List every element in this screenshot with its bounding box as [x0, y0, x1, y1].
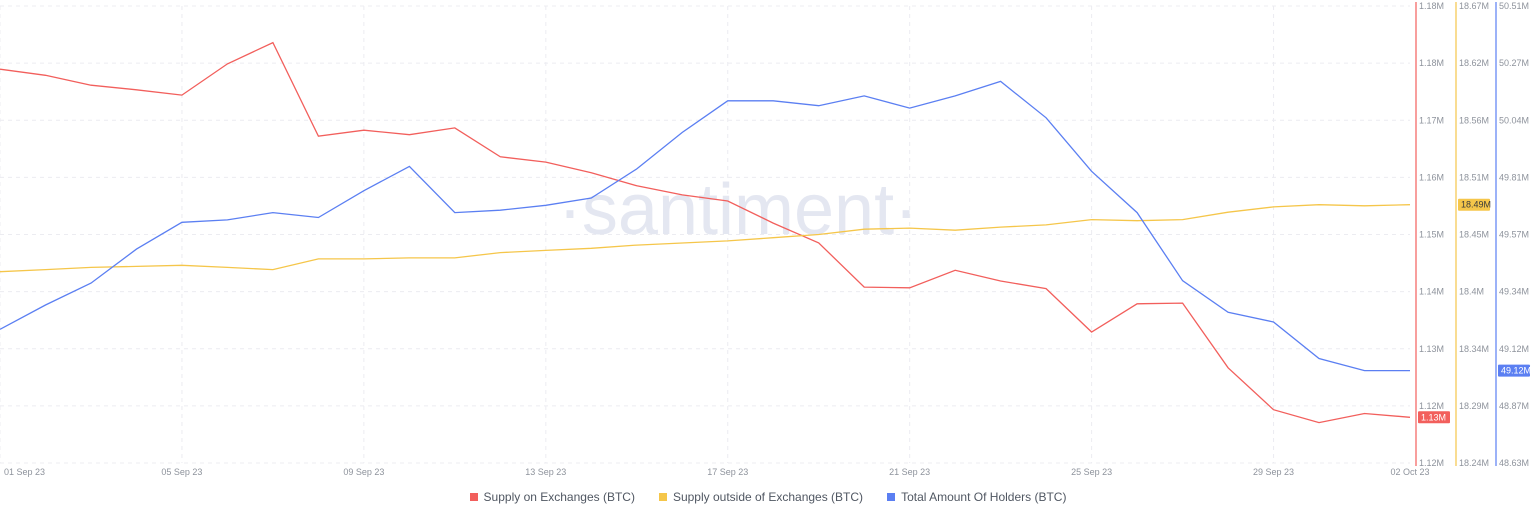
x-tick-label: 29 Sep 23 [1253, 467, 1294, 477]
series-line-0 [0, 41, 1411, 424]
legend-label: Supply outside of Exchanges (BTC) [672, 490, 864, 504]
series-layer [0, 41, 1411, 424]
x-tick-label: 13 Sep 23 [525, 467, 566, 477]
y-tick-label-mid: 18.56M [1459, 115, 1489, 125]
y-tick-label-left: 1.15M [1419, 230, 1444, 240]
legend-swatch-yellow [658, 493, 667, 501]
legend-label: Supply on Exchanges (BTC) [483, 490, 635, 504]
y-tick-label-right: 49.57M [1499, 230, 1529, 240]
last-value-badge-mid: 18.49M [1458, 198, 1491, 211]
legend-item-supply-outside-exchanges[interactable]: Supply outside of Exchanges (BTC) [658, 490, 864, 504]
y-tick-label-left: 1.16M [1419, 172, 1444, 182]
last-value-badge-left: 1.13M [1418, 411, 1450, 424]
y-tick-label-mid: 18.34M [1459, 344, 1489, 354]
x-tick-label: 02 Oct 23 [1390, 467, 1429, 477]
x-tick-label: 21 Sep 23 [889, 467, 930, 477]
x-axis-ticks: 01 Sep 23 05 Sep 23 09 Sep 23 13 Sep 23 17 S… [4, 467, 1430, 477]
series-line-2 [0, 80, 1410, 372]
x-tick-label: 01 Sep 23 [4, 467, 45, 477]
x-tick-label: 17 Sep 23 [707, 467, 748, 477]
badge-text: 49.12M [1501, 366, 1531, 376]
grid-lines [0, 5, 1410, 464]
y-tick-label-mid: 18.67M [1459, 1, 1489, 11]
y-tick-label-right: 50.27M [1499, 58, 1529, 68]
badge-text: 18.49M [1461, 200, 1491, 210]
axes-layer: 1.18M1.18M1.17M1.16M1.15M1.14M1.13M1.12M… [1415, 1, 1531, 468]
legend-swatch-red [469, 493, 478, 501]
y-tick-label-mid: 18.45M [1459, 230, 1489, 240]
badge-text: 1.13M [1421, 412, 1446, 422]
y-tick-label-left: 1.12M [1419, 458, 1444, 468]
last-value-badge-right: 49.12M [1498, 364, 1531, 377]
y-tick-label-mid: 18.51M [1459, 172, 1489, 182]
y-tick-label-right: 48.63M [1499, 458, 1529, 468]
y-tick-label-left: 1.18M [1419, 58, 1444, 68]
badge-bg [1458, 198, 1490, 211]
legend-item-supply-on-exchanges[interactable]: Supply on Exchanges (BTC) [469, 490, 635, 504]
y-tick-label-left: 1.13M [1419, 344, 1444, 354]
y-tick-label-right: 49.34M [1499, 287, 1529, 297]
legend-swatch-blue [887, 493, 896, 501]
santiment-watermark: ·santiment· [558, 170, 918, 250]
y-tick-label-right: 50.04M [1499, 115, 1529, 125]
y-tick-label-left: 1.18M [1419, 1, 1444, 11]
y-tick-label-right: 50.51M [1499, 1, 1529, 11]
legend-item-total-holders[interactable]: Total Amount Of Holders (BTC) [887, 490, 1066, 504]
y-tick-label-left: 1.14M [1419, 287, 1444, 297]
y-tick-label-mid: 18.4M [1459, 287, 1484, 297]
series-line-1 [0, 204, 1411, 273]
x-tick-label: 09 Sep 23 [343, 467, 384, 477]
x-tick-label: 25 Sep 23 [1071, 467, 1112, 477]
y-tick-label-mid: 18.29M [1459, 401, 1489, 411]
y-tick-label-mid: 18.62M [1459, 58, 1489, 68]
y-tick-label-left: 1.17M [1419, 115, 1444, 125]
legend-label: Total Amount Of Holders (BTC) [901, 490, 1067, 504]
y-tick-label-left: 1.12M [1419, 401, 1444, 411]
x-tick-label: 05 Sep 23 [161, 467, 202, 477]
y-tick-label-right: 48.87M [1499, 401, 1529, 411]
y-tick-label-right: 49.81M [1499, 172, 1529, 182]
y-tick-label-right: 49.12M [1499, 344, 1529, 354]
badge-bg [1498, 364, 1530, 377]
y-tick-label-mid: 18.24M [1459, 458, 1489, 468]
legend: Supply on Exchanges (BTC) Supply outside… [0, 490, 1536, 504]
badge-bg [1418, 411, 1450, 424]
